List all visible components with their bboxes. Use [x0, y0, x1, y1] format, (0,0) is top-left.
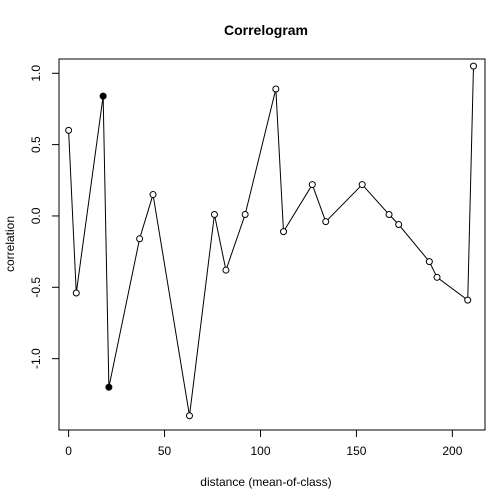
x-tick-label: 150 [346, 444, 366, 458]
x-tick-label: 200 [442, 444, 462, 458]
data-point [222, 266, 230, 274]
data-point [241, 211, 249, 219]
y-axis-label: correlation [3, 216, 17, 272]
data-point [425, 258, 433, 266]
data-point [322, 218, 330, 226]
x-axis-label: distance (mean-of-class) [200, 475, 331, 489]
data-point [358, 181, 366, 189]
y-tick-label: -0.5 [29, 277, 43, 298]
data-point [210, 211, 218, 219]
data-point-significant [99, 92, 107, 100]
chart-title: Correlogram [224, 22, 308, 38]
data-point [136, 235, 144, 243]
data-point [395, 221, 403, 229]
data-point [433, 273, 441, 281]
data-point-significant [105, 383, 113, 391]
x-tick-label: 0 [65, 444, 72, 458]
x-tick-label: 50 [158, 444, 172, 458]
series-layer [65, 62, 477, 420]
data-point [385, 211, 393, 219]
y-tick-label: -1.0 [29, 348, 43, 369]
data-point [469, 62, 477, 70]
data-point [185, 412, 193, 420]
x-axis: 0 50 100 150 200 [65, 430, 463, 458]
series-line [68, 66, 474, 416]
data-point [65, 126, 73, 134]
y-tick-label: 0.5 [29, 136, 43, 153]
data-point [464, 296, 472, 304]
data-point [280, 228, 288, 236]
data-point [308, 181, 316, 189]
data-point [272, 85, 280, 93]
y-tick-label: 1.0 [29, 65, 43, 82]
data-point [149, 191, 157, 199]
data-point [72, 289, 80, 297]
y-axis: -1.0 -0.5 0.0 0.5 1.0 [29, 65, 59, 369]
x-tick-label: 100 [250, 444, 270, 458]
y-tick-label: 0.0 [29, 207, 43, 224]
plot-frame [58, 58, 486, 431]
